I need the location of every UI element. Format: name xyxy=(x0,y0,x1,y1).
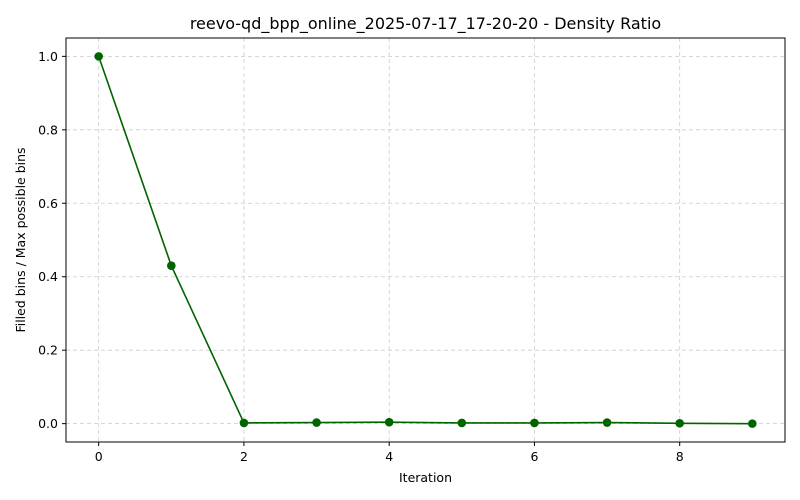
x-tick-label: 0 xyxy=(95,449,103,464)
y-tick-label: 0.4 xyxy=(38,269,58,284)
plot-area-frame xyxy=(65,37,786,443)
data-point xyxy=(167,261,176,271)
data-point xyxy=(384,417,394,427)
data-point xyxy=(239,418,249,428)
data-point xyxy=(312,418,321,427)
x-tick-label: 8 xyxy=(676,449,684,464)
y-tick-label: 1.0 xyxy=(38,49,58,64)
data-point xyxy=(530,418,539,428)
y-axis-label: Filled bins / Max possible bins xyxy=(13,147,28,332)
x-tick-label: 4 xyxy=(385,449,393,464)
y-tick-label: 0.8 xyxy=(38,122,58,137)
data-point xyxy=(748,419,757,428)
data-point xyxy=(94,52,103,61)
data-point xyxy=(602,418,612,427)
x-tick-label: 6 xyxy=(530,449,538,464)
y-tick-label: 0.0 xyxy=(38,416,58,431)
grid xyxy=(66,38,785,442)
x-axis-label: Iteration xyxy=(399,470,452,485)
data-point xyxy=(457,418,467,428)
ticks: 0 2 4 6 8 0.0 0.2 0.4 0.6 0.8 1.0 xyxy=(38,49,684,464)
y-tick-label: 0.2 xyxy=(38,343,58,358)
series-line xyxy=(97,56,753,425)
x-tick-label: 2 xyxy=(240,449,248,464)
series xyxy=(94,52,757,428)
chart-title: reevo-qd_bpp_online_2025-07-17_17-20-20 … xyxy=(190,14,661,34)
data-point xyxy=(675,418,684,428)
y-tick-label: 0.6 xyxy=(38,196,58,211)
